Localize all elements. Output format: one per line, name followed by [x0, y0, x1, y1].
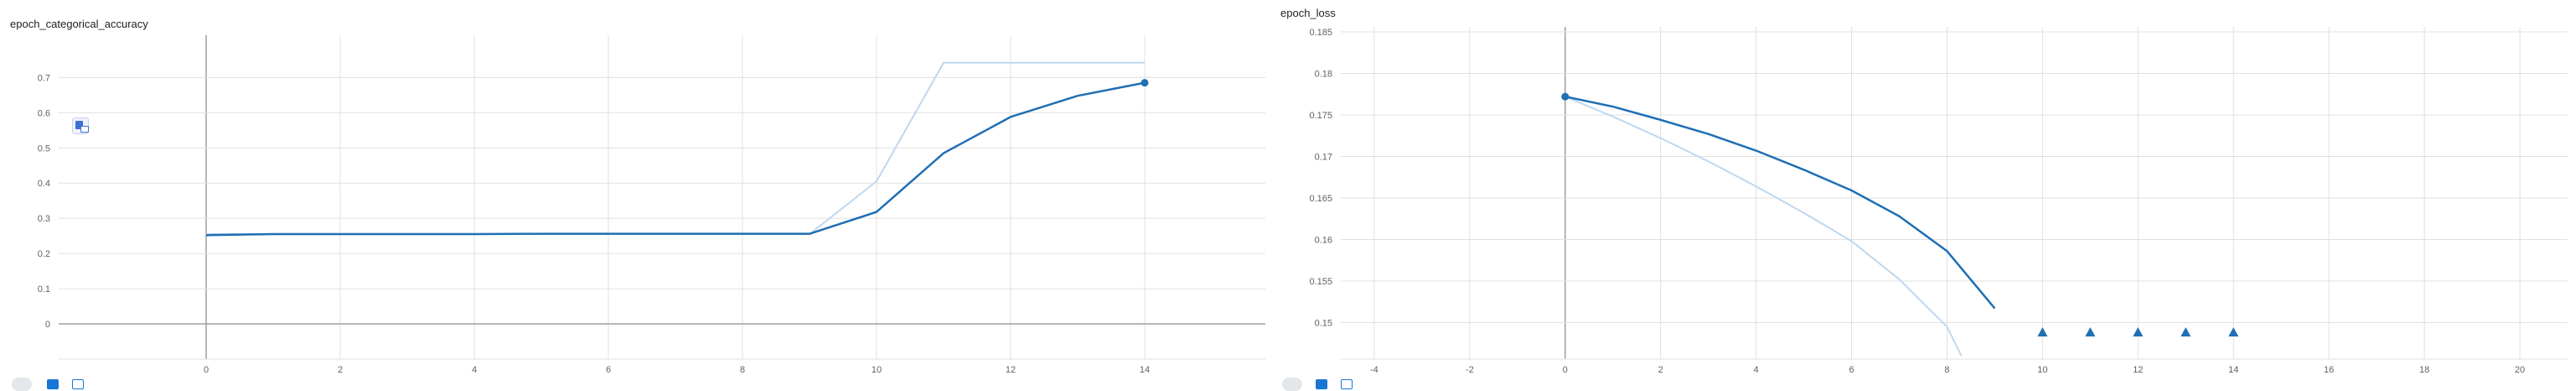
- fullscreen-toggle[interactable]: [12, 378, 32, 391]
- fit-domain-button[interactable]: [72, 379, 84, 389]
- raw-series-line: [1565, 96, 1963, 357]
- x-tick-label: 16: [2324, 365, 2334, 375]
- out-of-range-marker: [2037, 327, 2048, 336]
- x-tick-label: 6: [1849, 365, 1854, 375]
- y-tick-label: 0: [45, 320, 50, 330]
- fit-domain-button[interactable]: [1341, 379, 1353, 389]
- x-tick-label: 0: [1563, 365, 1568, 375]
- chart-title: epoch_loss: [1280, 7, 1336, 19]
- smoothed-series-line: [1565, 95, 1996, 310]
- x-tick-label: 14: [2228, 365, 2238, 375]
- loss-chart: -4 -2 0 2 4 6 8 10 12 14 16 18 20 0.15 0.155 0.16 0.165 0…: [1309, 27, 2568, 375]
- smoothed-series-line: [205, 81, 1146, 237]
- y-tick-label: 0.7: [38, 73, 50, 83]
- x-tick-label: 4: [1754, 365, 1759, 375]
- y-tick-label: 0.16: [1315, 235, 1332, 245]
- y-tick-label: 0.175: [1309, 111, 1332, 121]
- log-scale-toggle[interactable]: [1316, 379, 1327, 389]
- y-tick-label: 0.15: [1315, 318, 1332, 328]
- log-scale-toggle[interactable]: [47, 379, 59, 389]
- out-of-range-marker: [2180, 327, 2191, 336]
- y-tick-label: 0.1: [38, 284, 50, 295]
- last-value-point: [1141, 79, 1149, 87]
- x-tick-label: -4: [1370, 365, 1379, 375]
- last-value-point: [1561, 92, 1570, 101]
- y-tick-label: 0.155: [1309, 277, 1332, 287]
- y-tick-label: 0.6: [38, 108, 50, 118]
- raw-series-line: [206, 61, 1145, 236]
- x-tick-label: 10: [872, 365, 882, 375]
- data-download-icon[interactable]: [72, 117, 89, 134]
- y-tick-label: 0.4: [38, 179, 50, 189]
- x-tick-label: 8: [740, 365, 745, 375]
- fullscreen-toggle[interactable]: [1282, 378, 1302, 391]
- x-tick-label: 14: [1140, 365, 1150, 375]
- y-tick-label: 0.2: [38, 249, 50, 259]
- x-tick-label: 8: [1944, 365, 1949, 375]
- y-tick-label: 0.5: [38, 143, 50, 154]
- x-tick-label: 12: [2133, 365, 2143, 375]
- chart-title: epoch_categorical_accuracy: [10, 18, 148, 30]
- x-tick-label: 0: [204, 365, 209, 375]
- y-tick-label: 0.18: [1315, 69, 1332, 79]
- y-tick-label: 0.3: [38, 214, 50, 224]
- x-tick-label: 2: [1658, 365, 1663, 375]
- y-tick-label: 0.165: [1309, 194, 1332, 204]
- y-tick-label: 0.185: [1309, 28, 1332, 38]
- accuracy-chart: 0 2 4 6 8 10 12 14 0 0.1 0.2 0.3 0.4 0.5 0.6 0.7: [38, 35, 1265, 375]
- y-tick-label: 0.17: [1315, 152, 1332, 162]
- out-of-range-marker: [2085, 327, 2096, 336]
- x-tick-label: 6: [606, 365, 611, 375]
- x-tick-label: -2: [1466, 365, 1474, 375]
- x-tick-label: 10: [2037, 365, 2047, 375]
- x-tick-label: 4: [472, 365, 477, 375]
- x-tick-label: 18: [2419, 365, 2429, 375]
- x-tick-label: 2: [338, 365, 343, 375]
- x-tick-label: 20: [2515, 365, 2525, 375]
- out-of-range-marker: [2228, 327, 2239, 336]
- out-of-range-marker: [2133, 327, 2144, 336]
- x-tick-label: 12: [1006, 365, 1016, 375]
